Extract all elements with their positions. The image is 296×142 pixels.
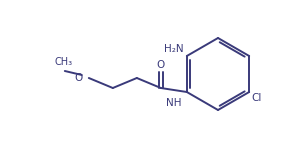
Text: NH: NH (166, 98, 181, 108)
Text: Cl: Cl (251, 93, 262, 103)
Text: H₂N: H₂N (164, 44, 184, 54)
Text: O: O (157, 60, 165, 70)
Text: CH₃: CH₃ (55, 57, 73, 67)
Text: O: O (75, 73, 83, 83)
